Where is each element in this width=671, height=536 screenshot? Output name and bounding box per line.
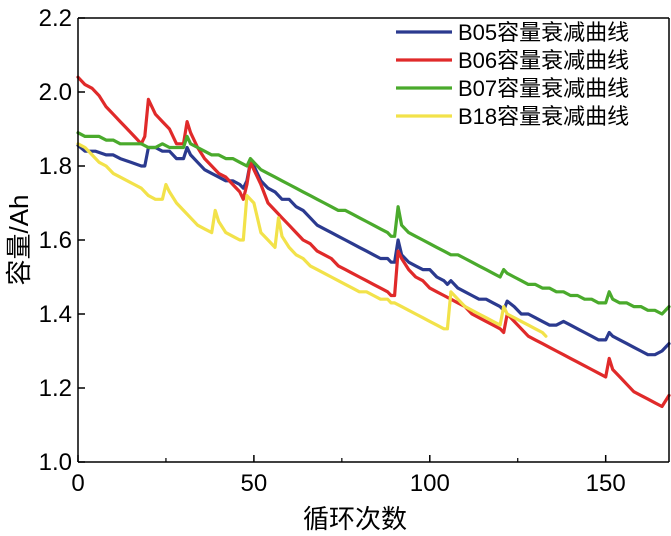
series-line: [76, 142, 548, 338]
tick-layer: 1.0 1.2 1.4 1.6 1.8 2.0 2.2 0 50 100 150: [39, 5, 626, 497]
series-line: [76, 75, 671, 409]
series-4: [76, 142, 548, 338]
legend-label: B05容量衰减曲线: [458, 20, 629, 45]
x-tick-label: 50: [241, 470, 268, 497]
series-2: [76, 75, 671, 409]
y-tick-label: 1.4: [39, 301, 72, 328]
y-tick-label: 1.0: [39, 449, 72, 476]
legend: B05容量衰减曲线 B06容量衰减曲线 B07容量衰减曲线 B18容量衰减曲线: [396, 20, 629, 129]
series-1: [76, 143, 671, 357]
y-axis-title: 容量/Ah: [4, 194, 34, 285]
y-tick-label: 1.8: [39, 153, 72, 180]
legend-label: B18容量衰减曲线: [458, 104, 629, 129]
series-layer: [76, 75, 671, 409]
plot-area: [78, 18, 669, 462]
y-tick-label: 2.0: [39, 79, 72, 106]
legend-item: B07容量衰减曲线: [396, 76, 629, 101]
y-tick-label: 2.2: [39, 5, 72, 32]
series-3: [76, 131, 671, 316]
legend-item: B06容量衰减曲线: [396, 48, 629, 73]
legend-label: B06容量衰减曲线: [458, 48, 629, 73]
series-line: [76, 131, 671, 316]
series-line: [76, 143, 671, 357]
x-tick-label: 0: [71, 470, 84, 497]
legend-item: B05容量衰减曲线: [396, 20, 629, 45]
y-tick-label: 1.6: [39, 227, 72, 254]
x-tick-label: 100: [410, 470, 450, 497]
legend-label: B07容量衰减曲线: [458, 76, 629, 101]
x-axis-title: 循环次数: [303, 504, 407, 531]
plot-background: [78, 18, 669, 462]
legend-item: B18容量衰减曲线: [396, 104, 629, 129]
y-tick-label: 1.2: [39, 375, 72, 402]
x-tick-label: 150: [586, 470, 626, 497]
